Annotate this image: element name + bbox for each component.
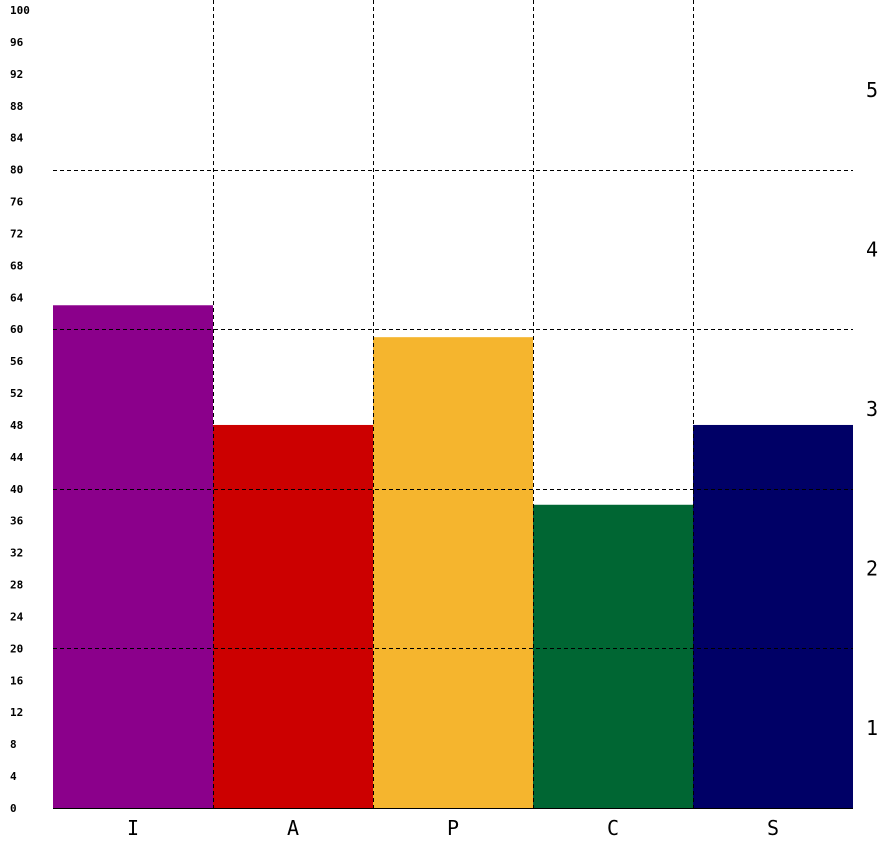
y-tick-label: 36 [10,515,24,528]
bar-C [533,504,693,808]
grid-group [53,0,853,809]
bar-I [53,305,213,808]
right-axis-label: 1 [866,716,878,740]
y-tick-label: 0 [10,802,17,815]
y-tick-label: 100 [10,4,30,17]
right-axis-label: 3 [866,397,878,421]
y-tick-label: 68 [10,259,23,272]
y-tick-label: 80 [10,164,23,177]
y-tick-label: 96 [10,36,24,49]
bar-S [693,424,853,808]
x-tick-label: P [447,816,459,840]
right-axis-label: 5 [866,78,878,102]
bar-A [213,424,373,808]
y-tick-label: 32 [10,547,23,560]
y-tick-label: 64 [10,291,24,304]
x-tick-label: S [767,816,779,840]
bars-group [53,305,853,808]
x-tick-label: I [127,816,139,840]
y-tick-label: 16 [10,674,24,687]
y-tick-label: 44 [10,451,24,464]
x-tick-label: A [287,816,299,840]
y-tick-label: 4 [10,770,17,783]
bar-P [373,337,533,808]
right-axis-labels: 1 2 3 4 5 [866,78,878,740]
y-tick-label: 28 [10,579,23,592]
y-tick-label: 48 [10,419,23,432]
y-tick-label: 88 [10,100,23,113]
right-axis-label: 2 [866,557,878,581]
y-tick-label: 76 [10,196,24,209]
y-tick-label: 84 [10,132,24,145]
y-tick-label: 8 [10,738,17,751]
y-tick-label: 12 [10,706,23,719]
y-tick-label: 92 [10,68,23,81]
y-tick-label: 52 [10,387,23,400]
right-axis-label: 4 [866,237,878,261]
y-tick-label: 72 [10,227,23,240]
y-tick-label: 20 [10,642,23,655]
y-tick-label: 60 [10,323,23,336]
y-tick-label: 40 [10,483,23,496]
y-tick-label: 24 [10,610,24,623]
y-tick-label: 56 [10,355,24,368]
x-tick-label: C [607,816,619,840]
y-axis-ticks: 0481216202428323640444852566064687276808… [10,4,30,815]
